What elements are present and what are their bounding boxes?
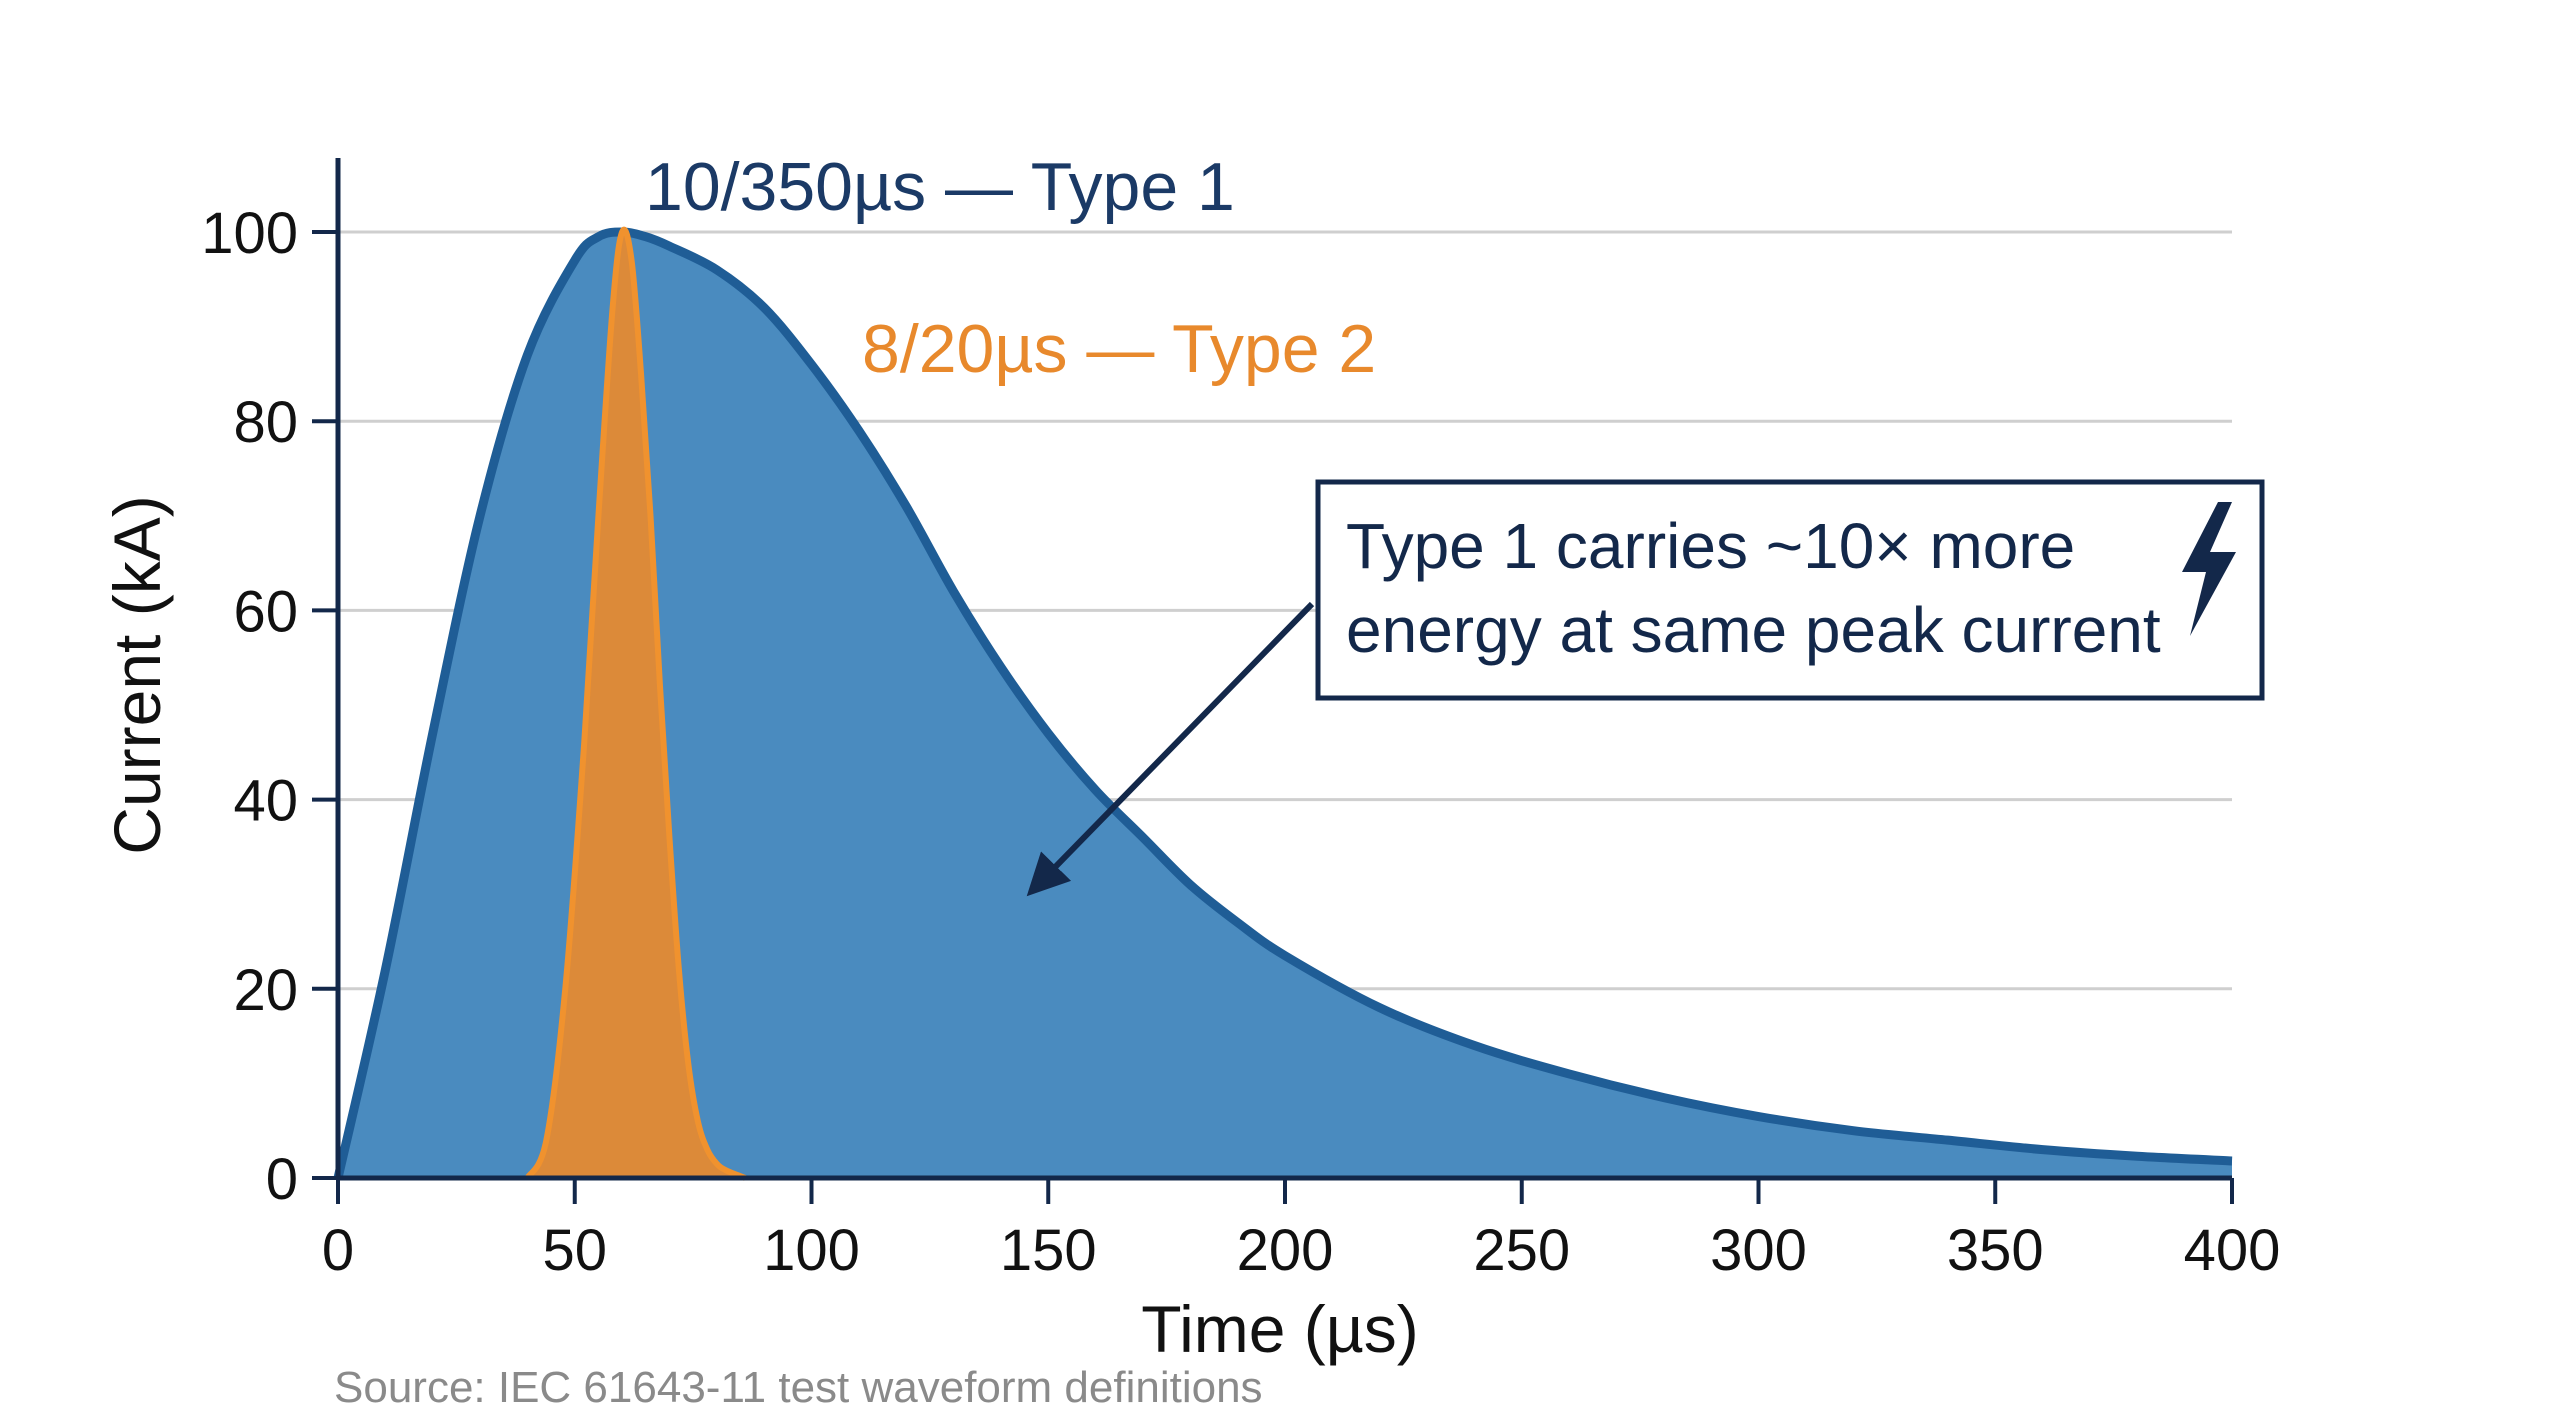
annotation-box (1315, 479, 2265, 701)
annotation-line-2: energy at same peak current (1346, 594, 2161, 666)
ticks: 0 50 100 150 200 250 300 350 400 0 20 40 60 80 100 (201, 201, 2280, 1283)
x-tick-label-100: 100 (763, 1218, 860, 1283)
y-tick-label-80: 80 (233, 390, 298, 455)
y-tick-label-0: 0 (266, 1147, 298, 1212)
series-areas (333, 226, 2233, 1181)
x-tick-label-150: 150 (1000, 1218, 1097, 1283)
y-tick-label-60: 60 (233, 579, 298, 644)
source-note: Source: IEC 61643-11 test waveform defin… (334, 1363, 1263, 1412)
x-tick-label-200: 200 (1237, 1218, 1334, 1283)
y-tick-label-100: 100 (201, 201, 298, 266)
y-tick-label-40: 40 (233, 769, 298, 834)
x-tick-label-300: 300 (1710, 1218, 1807, 1283)
series-line-1 (333, 227, 2233, 1179)
annotation-callout: Type 1 carries ~10× more energy at same … (1026, 479, 2265, 897)
x-tick-label-50: 50 (542, 1218, 607, 1283)
series-line-2 (524, 226, 747, 1181)
x-tick-label-400: 400 (2184, 1218, 2281, 1283)
y-tick-label-20: 20 (233, 958, 298, 1023)
annotation-arrow (1026, 601, 1315, 897)
y-axis-title: Current (kA) (100, 495, 174, 854)
series-area-1 (338, 232, 2232, 1178)
lightning-bolt-icon (2182, 502, 2236, 636)
x-tick-label-250: 250 (1473, 1218, 1570, 1283)
x-tick-label-0: 0 (322, 1218, 354, 1283)
series-label-type2: 8/20µs — Type 2 (862, 311, 1376, 387)
annotation-line-1: Type 1 carries ~10× more (1346, 510, 2075, 582)
series-area-2 (527, 229, 746, 1179)
x-axis-title: Time (µs) (1141, 1292, 1419, 1366)
series-label-type1: 10/350µs — Type 1 (645, 149, 1235, 225)
x-tick-label-350: 350 (1947, 1218, 2044, 1283)
